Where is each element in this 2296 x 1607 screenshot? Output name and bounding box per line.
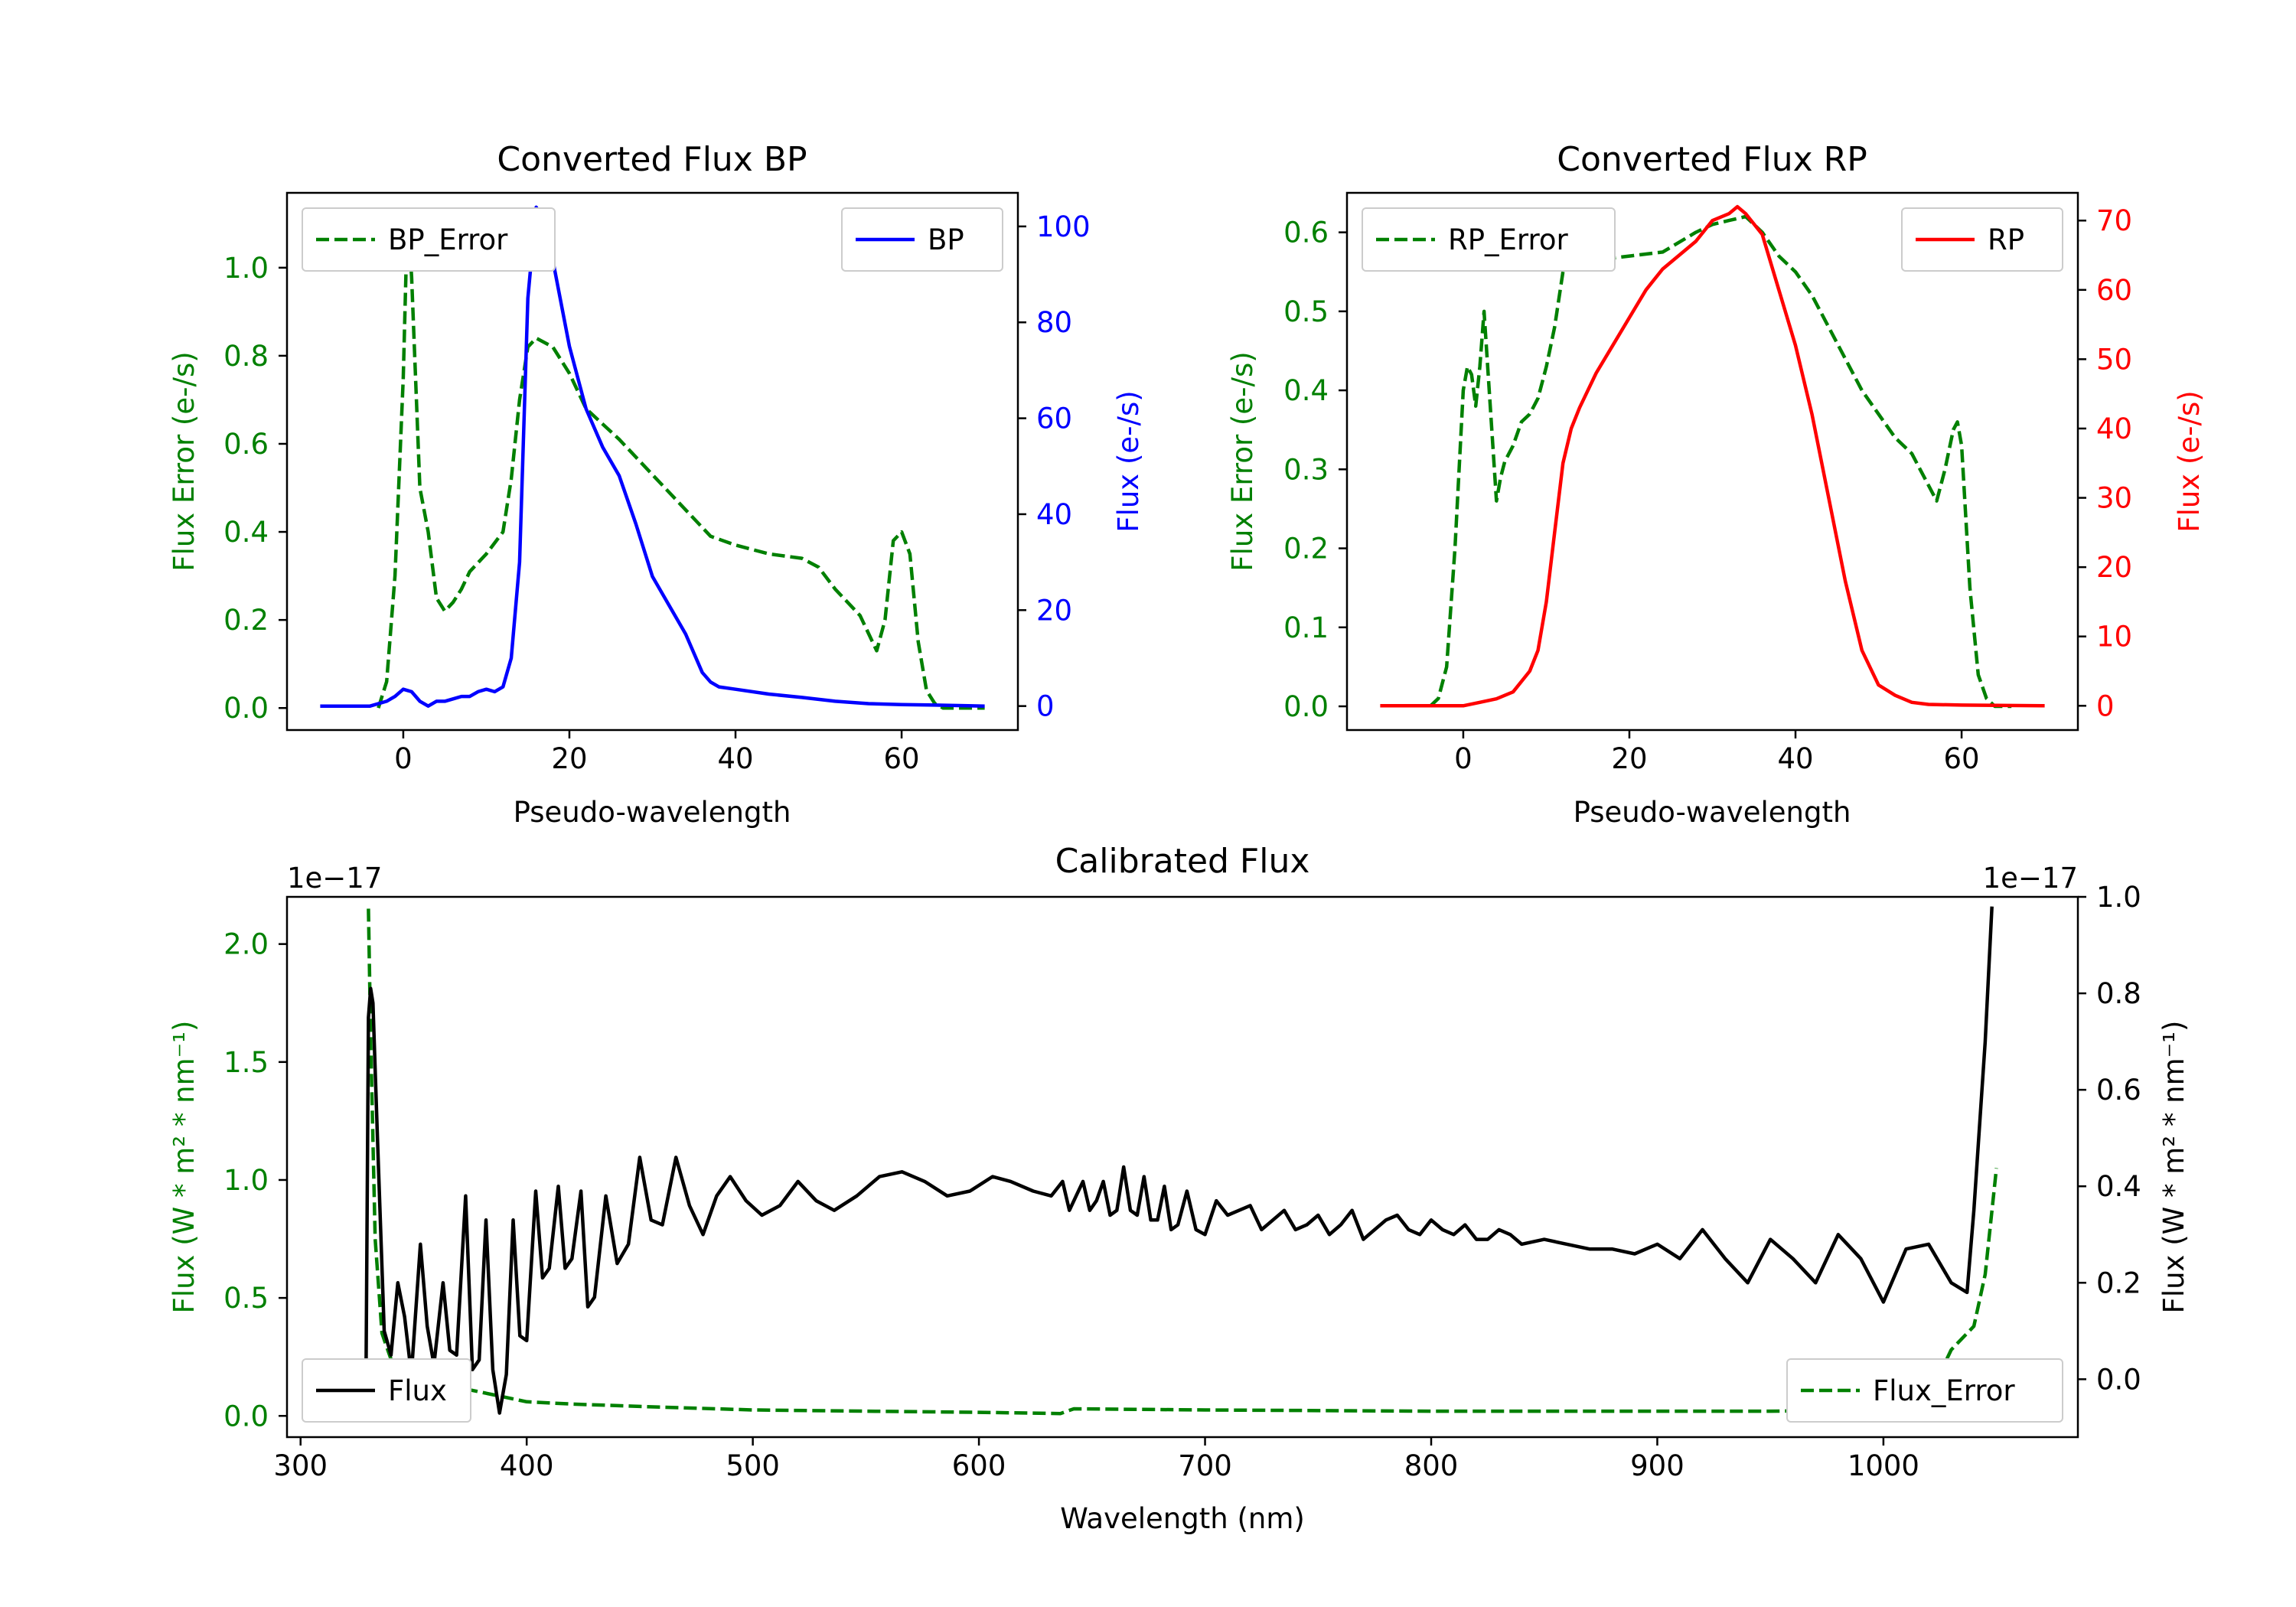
ytick-left-label: 1.5	[223, 1046, 269, 1079]
legend-flux: Flux	[302, 1358, 471, 1423]
legend-rp: RP	[1901, 207, 2063, 272]
ytick-left-label: 0.5	[1283, 295, 1329, 328]
ytick-right-label: 0.2	[2096, 1266, 2141, 1299]
ylabel-left-bp: Flux Error (e-/s)	[168, 351, 201, 571]
legend-label: BP_Error	[388, 223, 508, 256]
ytick-left-label: 0.1	[1283, 611, 1329, 644]
ytick-left-label: 0.0	[223, 1400, 269, 1433]
xlabel-bp: Pseudo-wavelength	[514, 796, 791, 829]
title-bp: Converted Flux BP	[497, 140, 807, 179]
ytick-left-label: 0.6	[1283, 217, 1329, 249]
series-flux-line	[364, 906, 1994, 1415]
legend-label: BP	[928, 223, 964, 256]
ytick-right-label: 40	[1036, 498, 1072, 531]
xtick-label: 40	[1777, 742, 1813, 775]
xlabel-rp: Pseudo-wavelength	[1574, 796, 1851, 829]
ytick-left-label: 0.2	[223, 604, 269, 637]
ytick-left-label: 0.4	[1283, 374, 1329, 407]
panel-bp: Converted Flux BP BP_Error BP 0 20 40 60 0.0 0…	[168, 140, 1145, 829]
ytick-right-label: 0.4	[2096, 1170, 2141, 1203]
ytick-right-label: 100	[1036, 210, 1091, 243]
ytick-left-label: 0.8	[223, 340, 269, 373]
ytick-right-label: 40	[2096, 412, 2132, 445]
legend-bp: BP	[841, 207, 1003, 272]
ytick-left-label: 0.6	[223, 428, 269, 461]
ytick-left-label: 0.0	[1283, 690, 1329, 723]
ytick-left-label: 1.0	[223, 1164, 269, 1197]
xtick-label: 600	[952, 1449, 1006, 1482]
offset-left-calibrated: 1e−17	[287, 862, 382, 895]
title-calibrated: Calibrated Flux	[1055, 842, 1310, 881]
series-bp-error-line	[377, 213, 985, 710]
ytick-right-label: 20	[1036, 594, 1072, 627]
ytick-right-label: 0.8	[2096, 977, 2141, 1010]
ytick-left-label: 1.0	[223, 252, 269, 285]
xtick-label: 0	[394, 742, 413, 775]
ytick-right-label: 1.0	[2096, 881, 2141, 914]
xtick-label: 900	[1630, 1449, 1684, 1482]
xlabel-calibrated: Wavelength (nm)	[1060, 1502, 1305, 1535]
ylabel-right-calibrated: Flux (W * m² * nm⁻¹)	[2157, 1021, 2190, 1314]
ytick-left-label: 0.3	[1283, 453, 1329, 486]
axes-frame-bp	[285, 191, 1019, 732]
legend-bp-error: BP_Error	[302, 207, 556, 272]
xtick-label: 60	[1944, 742, 1980, 775]
xtick-label: 400	[500, 1449, 554, 1482]
ylabel-left-rp: Flux Error (e-/s)	[1226, 351, 1259, 571]
ytick-right-label: 0.6	[2096, 1074, 2141, 1107]
axes-frame-rp	[1345, 191, 2079, 732]
xtick-label: 300	[273, 1449, 328, 1482]
ytick-right-label: 30	[2096, 482, 2132, 515]
ytick-right-label: 60	[1036, 403, 1072, 435]
xtick-label: 800	[1404, 1449, 1459, 1482]
ytick-left-label: 0.4	[223, 516, 269, 549]
xtick-label: 500	[726, 1449, 780, 1482]
series-rp-line	[1380, 204, 2045, 708]
ylabel-right-bp: Flux (e-/s)	[1112, 390, 1145, 532]
title-rp: Converted Flux RP	[1557, 140, 1867, 179]
ylabel-left-calibrated: Flux (W * m² * nm⁻¹)	[168, 1021, 201, 1314]
legend-label: RP	[1988, 223, 2024, 256]
xtick-label: 20	[1611, 742, 1647, 775]
ytick-right-label: 50	[2096, 343, 2132, 376]
ytick-right-label: 80	[1036, 306, 1072, 339]
legend-label: Flux_Error	[1873, 1374, 2015, 1407]
ytick-right-label: 20	[2096, 551, 2132, 584]
legend-rp-error: RP_Error	[1362, 207, 1616, 272]
xtick-label: 0	[1454, 742, 1473, 775]
axes-frame-calibrated	[285, 895, 2079, 1439]
xtick-label: 700	[1178, 1449, 1232, 1482]
offset-right-calibrated: 1e−17	[1983, 862, 2078, 895]
ytick-left-label: 0.0	[223, 692, 269, 725]
ytick-right-label: 70	[2096, 204, 2132, 237]
legend-flux-error: Flux_Error	[1786, 1358, 2063, 1423]
series-rp-error-line	[1428, 214, 2012, 709]
xtick-label: 20	[551, 742, 587, 775]
legend-label: RP_Error	[1448, 223, 1568, 256]
ytick-right-label: 60	[2096, 274, 2132, 307]
ytick-left-label: 2.0	[223, 928, 269, 961]
xtick-label: 60	[884, 742, 920, 775]
ytick-right-label: 0	[2096, 689, 2115, 722]
panel-rp: Converted Flux RP RP_Error RP 0 20 40 60 0.0 0…	[1226, 140, 2206, 829]
panel-calibrated: Calibrated Flux 1e−17 1e−17 Flux_Error Fl…	[168, 842, 2190, 1535]
series-flux-error-line	[367, 908, 1998, 1416]
ytick-right-label: 0.0	[2096, 1363, 2141, 1396]
legend-label: Flux	[388, 1374, 447, 1407]
ylabel-right-rp: Flux (e-/s)	[2173, 390, 2206, 532]
xtick-label: 40	[717, 742, 753, 775]
xtick-label: 1000	[1848, 1449, 1919, 1482]
ytick-left-label: 0.5	[223, 1282, 269, 1315]
ytick-left-label: 0.2	[1283, 533, 1329, 566]
ytick-right-label: 0	[1036, 690, 1055, 723]
ytick-right-label: 10	[2096, 621, 2132, 654]
